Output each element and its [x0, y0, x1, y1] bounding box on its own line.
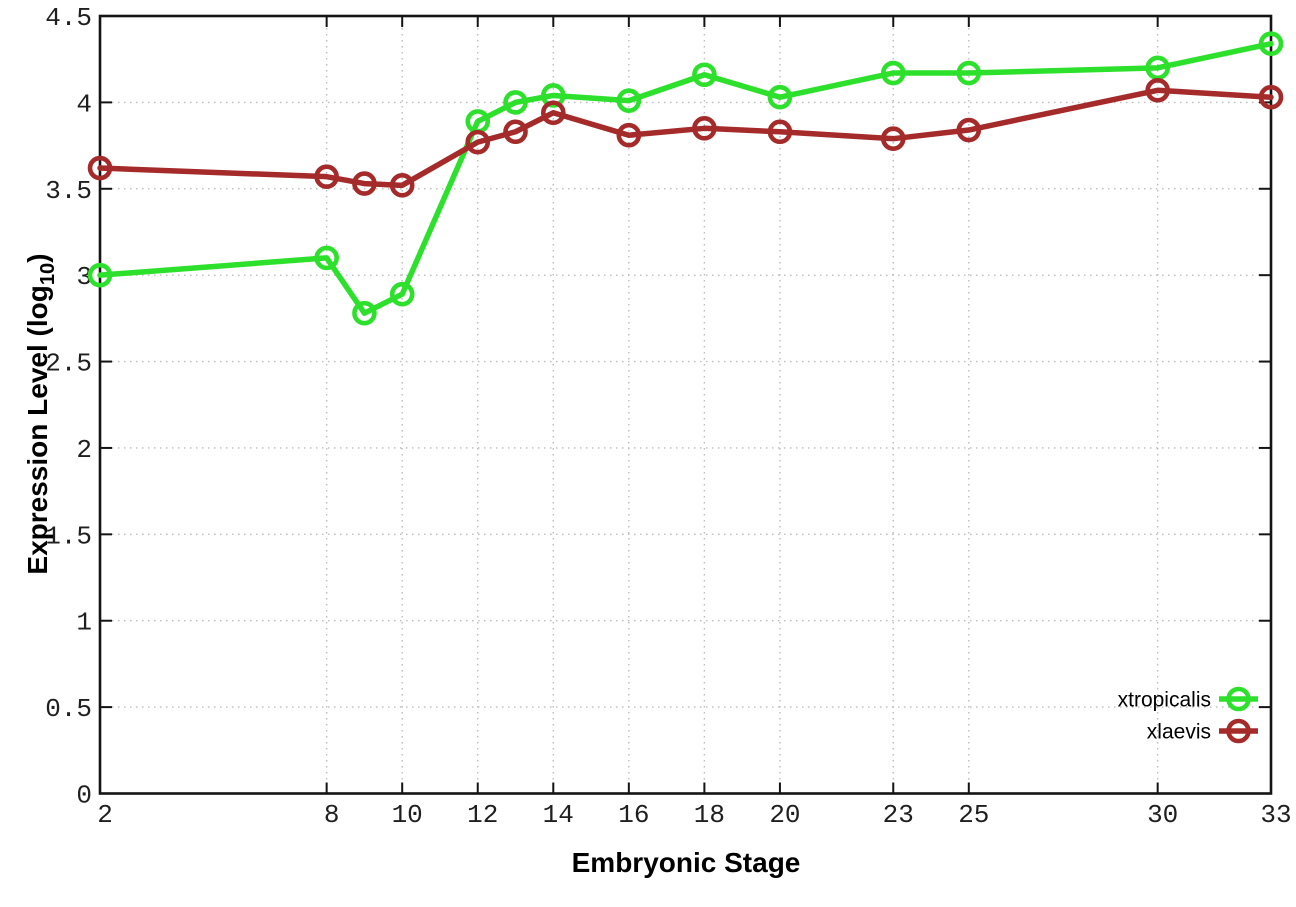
x-tick-label: 16 — [618, 800, 649, 830]
data-point-xtropicalis — [692, 62, 717, 88]
y-axis-title-text: Expression Level (log — [22, 285, 54, 575]
data-point-xtropicalis — [767, 84, 793, 110]
y-axis-title-subscript: 10 — [36, 262, 59, 286]
series-line-xtropicalis — [97, 40, 1274, 316]
data-point-xlaevis — [352, 171, 377, 196]
y-tick-label: 3 — [76, 262, 92, 292]
data-point-xtropicalis — [1145, 55, 1170, 81]
x-tick-label: 18 — [694, 800, 725, 830]
data-point-xtropicalis — [956, 60, 982, 86]
y-tick-label: 1.5 — [45, 521, 92, 551]
legend-label-xlaevis: xlaevis — [1147, 721, 1211, 744]
data-point-xlaevis — [540, 100, 566, 126]
y-axis-title-close: ) — [22, 253, 54, 263]
y-tick-label: 3.5 — [45, 176, 92, 206]
x-tick-label: 12 — [467, 800, 498, 830]
x-tick-label: 2 — [97, 800, 113, 830]
y-tick-label: 0.5 — [45, 694, 92, 724]
x-tick-label: 8 — [324, 800, 340, 830]
data-point-xlaevis — [503, 119, 528, 145]
x-tick-label: 33 — [1260, 800, 1291, 830]
data-point-xlaevis — [87, 155, 113, 181]
x-tick-label: 23 — [883, 800, 914, 830]
data-point-xlaevis — [956, 117, 982, 143]
x-tick-label: 20 — [769, 800, 800, 830]
data-point-xlaevis — [389, 173, 415, 198]
data-point-xlaevis — [880, 126, 906, 151]
data-point-xlaevis — [616, 122, 642, 148]
series-line-xlaevis — [97, 87, 1274, 189]
legend: xtropicalis xlaevis — [1118, 686, 1258, 744]
x-tick-label: 30 — [1147, 800, 1178, 830]
data-point-xlaevis — [1145, 77, 1170, 103]
data-point-xtropicalis — [616, 88, 642, 113]
data-point-xtropicalis — [503, 90, 528, 115]
data-point-xlaevis — [314, 164, 339, 189]
data-point-xtropicalis — [540, 83, 566, 108]
data-point-xlaevis — [465, 129, 491, 155]
y-tick-label: 1 — [76, 608, 92, 638]
y-tick-label: 0 — [76, 781, 92, 811]
legend-label-xtropicalis: xtropicalis — [1118, 689, 1211, 712]
y-tick-label: 2.5 — [45, 349, 92, 379]
y-tick-label: 4 — [76, 89, 92, 119]
data-point-xtropicalis — [314, 245, 339, 271]
x-tick-label: 25 — [958, 800, 989, 830]
y-axis-title: Expression Level (log10) — [22, 253, 60, 574]
legend-marker-xlaevis — [1226, 718, 1251, 744]
plot-border — [98, 14, 1273, 795]
data-point-xtropicalis — [87, 262, 113, 288]
y-tick-label: 2 — [76, 435, 92, 465]
legend-marker-xtropicalis — [1226, 686, 1251, 712]
y-tick-label: 4.5 — [45, 3, 92, 33]
data-point-xlaevis — [767, 119, 793, 145]
x-tick-label: 14 — [543, 800, 574, 830]
data-point-xtropicalis — [1258, 31, 1284, 56]
data-point-xlaevis — [1258, 84, 1284, 110]
x-axis-title: Embryonic Stage — [571, 847, 801, 878]
x-tick-label: 10 — [392, 800, 423, 830]
data-point-xtropicalis — [880, 60, 906, 86]
data-point-xtropicalis — [389, 281, 415, 307]
data-point-xtropicalis — [352, 300, 377, 326]
data-point-xlaevis — [692, 116, 717, 141]
